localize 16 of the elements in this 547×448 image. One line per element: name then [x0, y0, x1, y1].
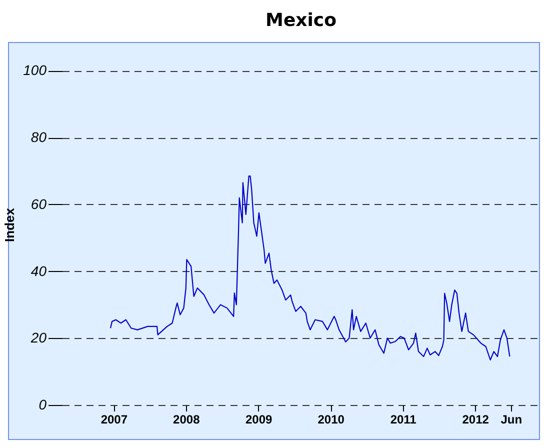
y-axis-title: Index — [2, 207, 18, 242]
x-tick-label: 2008 — [173, 412, 200, 426]
x-tick-label: 2010 — [318, 412, 345, 426]
x-tick-label: Jun — [500, 412, 522, 426]
y-tick-label: 20 — [30, 330, 47, 346]
y-tick-label: 60 — [30, 196, 47, 212]
line-series — [110, 175, 510, 360]
x-tick-label: 2012 — [462, 412, 490, 426]
x-tick-label: 2009 — [245, 412, 273, 426]
y-tick-label: 40 — [30, 262, 47, 279]
x-tick-label: 2011 — [390, 412, 417, 426]
y-tick-label: 80 — [30, 129, 47, 146]
y-tick-label: 100 — [23, 62, 47, 78]
chart-title: Mexico — [266, 10, 336, 31]
y-tick-label: 0 — [38, 396, 47, 412]
x-tick-label: 2007 — [100, 412, 128, 426]
